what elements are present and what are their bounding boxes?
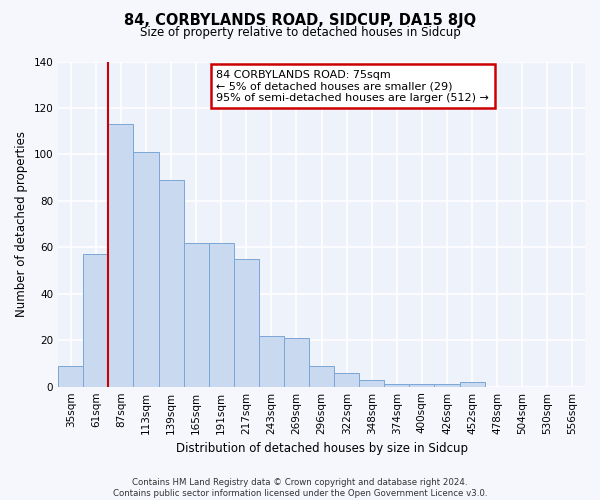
Bar	[184, 242, 209, 386]
Bar	[58, 366, 83, 386]
Bar	[83, 254, 109, 386]
Bar	[334, 372, 359, 386]
Bar	[309, 366, 334, 386]
Text: 84, CORBYLANDS ROAD, SIDCUP, DA15 8JQ: 84, CORBYLANDS ROAD, SIDCUP, DA15 8JQ	[124, 12, 476, 28]
Bar	[259, 336, 284, 386]
Bar	[409, 384, 434, 386]
Text: Contains HM Land Registry data © Crown copyright and database right 2024.
Contai: Contains HM Land Registry data © Crown c…	[113, 478, 487, 498]
Bar	[359, 380, 385, 386]
Bar	[209, 242, 234, 386]
Bar	[460, 382, 485, 386]
Bar	[284, 338, 309, 386]
X-axis label: Distribution of detached houses by size in Sidcup: Distribution of detached houses by size …	[176, 442, 467, 455]
Bar	[109, 124, 133, 386]
Y-axis label: Number of detached properties: Number of detached properties	[15, 131, 28, 317]
Text: Size of property relative to detached houses in Sidcup: Size of property relative to detached ho…	[140, 26, 460, 39]
Text: 84 CORBYLANDS ROAD: 75sqm
← 5% of detached houses are smaller (29)
95% of semi-d: 84 CORBYLANDS ROAD: 75sqm ← 5% of detach…	[216, 70, 489, 103]
Bar	[158, 180, 184, 386]
Bar	[385, 384, 409, 386]
Bar	[234, 259, 259, 386]
Bar	[133, 152, 158, 386]
Bar	[434, 384, 460, 386]
